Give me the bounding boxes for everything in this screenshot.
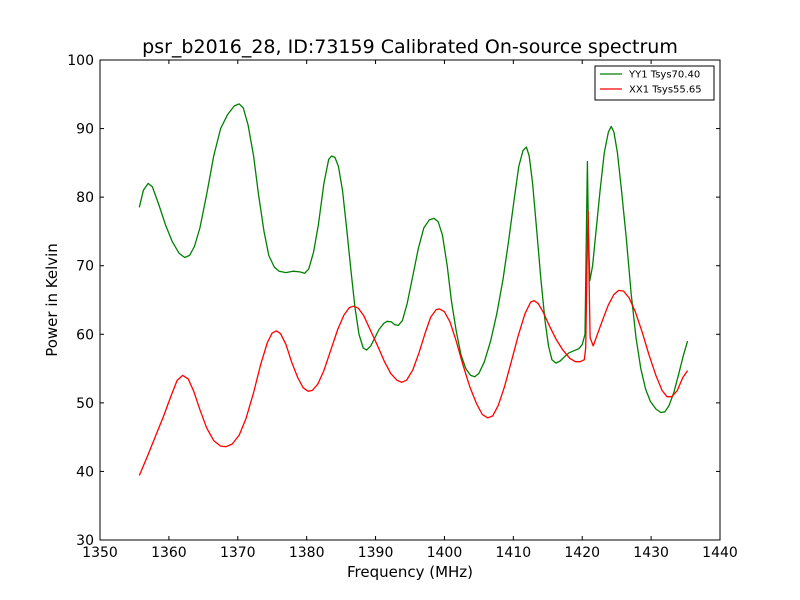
series-line-xx1 bbox=[138, 210, 689, 476]
y-axis-label: Power in Kelvin bbox=[43, 243, 61, 357]
x-tick-label: 1380 bbox=[289, 545, 325, 561]
x-tick-label: 1370 bbox=[220, 545, 256, 561]
plot-frame bbox=[99, 59, 721, 541]
y-tick-label: 70 bbox=[76, 259, 94, 275]
y-tick-label: 80 bbox=[76, 190, 94, 206]
legend: YY1 Tsys70.40 XX1 Tsys55.65 bbox=[594, 65, 715, 101]
x-tick-label: 1360 bbox=[151, 545, 187, 561]
x-tick-label: 1400 bbox=[427, 545, 463, 561]
y-tick-label: 60 bbox=[76, 327, 94, 343]
y-tick-label: 40 bbox=[76, 464, 94, 480]
y-tick-label: 90 bbox=[76, 122, 94, 138]
y-tick-label: 100 bbox=[67, 53, 94, 69]
x-tick-label: 1350 bbox=[82, 545, 118, 561]
y-tick-label: 30 bbox=[76, 533, 94, 549]
y-tick-label: 50 bbox=[76, 396, 94, 412]
x-tick-label: 1430 bbox=[633, 545, 669, 561]
series-layer bbox=[138, 103, 689, 476]
chart-title: psr_b2016_28, ID:73159 Calibrated On-sou… bbox=[142, 36, 678, 58]
legend-label-xx1: XX1 Tsys55.65 bbox=[629, 85, 702, 96]
tick-layer: 1350 1360 1370 1380 1390 1400 1410 1420 1430 1440… bbox=[67, 53, 738, 561]
x-tick-label: 1390 bbox=[358, 545, 394, 561]
x-tick-label: 1440 bbox=[702, 545, 738, 561]
series-line-yy1 bbox=[138, 103, 689, 414]
x-tick-label: 1410 bbox=[496, 545, 532, 561]
x-axis-label: Frequency (MHz) bbox=[347, 563, 473, 581]
x-tick-label: 1420 bbox=[564, 545, 600, 561]
legend-label-yy1: YY1 Tsys70.40 bbox=[628, 70, 700, 81]
legend-box bbox=[594, 65, 715, 101]
